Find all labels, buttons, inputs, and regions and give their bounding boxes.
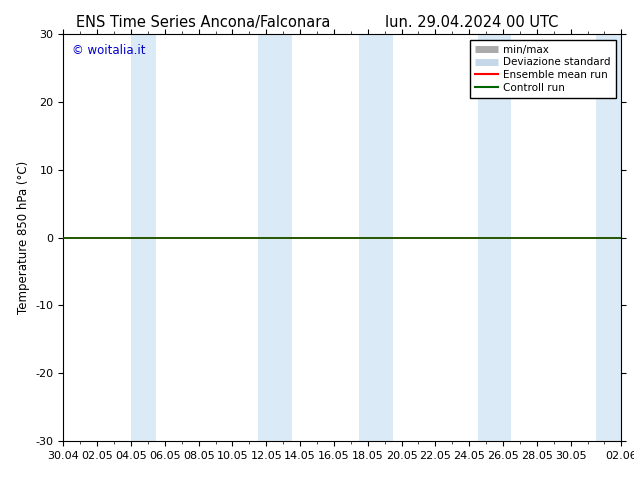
Text: © woitalia.it: © woitalia.it bbox=[72, 45, 145, 57]
Y-axis label: Temperature 850 hPa (°C): Temperature 850 hPa (°C) bbox=[17, 161, 30, 314]
Text: ENS Time Series Ancona/Falconara: ENS Time Series Ancona/Falconara bbox=[76, 15, 330, 30]
Bar bbox=[258, 34, 292, 441]
Text: lun. 29.04.2024 00 UTC: lun. 29.04.2024 00 UTC bbox=[385, 15, 558, 30]
Bar bbox=[596, 34, 630, 441]
Bar bbox=[477, 34, 512, 441]
Bar bbox=[359, 34, 393, 441]
Bar bbox=[131, 34, 157, 441]
Legend: min/max, Deviazione standard, Ensemble mean run, Controll run: min/max, Deviazione standard, Ensemble m… bbox=[470, 40, 616, 98]
